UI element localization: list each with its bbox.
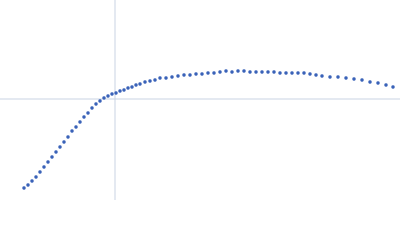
- chart: [0, 0, 400, 200]
- data-point: [66, 135, 70, 139]
- data-point: [278, 71, 282, 75]
- data-point: [106, 94, 110, 98]
- data-point: [42, 165, 46, 169]
- data-point: [110, 92, 114, 96]
- data-point: [143, 80, 147, 84]
- data-point: [134, 83, 138, 87]
- data-point: [153, 78, 157, 82]
- data-point: [302, 71, 306, 75]
- data-point: [230, 70, 234, 74]
- data-point: [352, 77, 356, 81]
- data-point: [114, 91, 118, 95]
- data-point: [284, 71, 288, 75]
- data-point: [266, 70, 270, 74]
- data-point: [224, 69, 228, 73]
- data-point: [272, 70, 276, 74]
- data-point: [26, 183, 30, 187]
- data-point: [320, 74, 324, 78]
- data-point: [194, 72, 198, 76]
- data-point: [314, 73, 318, 77]
- data-point: [58, 145, 62, 149]
- data-point: [206, 71, 210, 75]
- data-point: [74, 125, 78, 129]
- data-point: [236, 69, 240, 73]
- data-point: [82, 115, 86, 119]
- data-point: [164, 76, 168, 80]
- data-point: [38, 170, 42, 174]
- data-point: [248, 70, 252, 74]
- data-point: [212, 71, 216, 75]
- data-point: [138, 82, 142, 86]
- data-point: [62, 140, 66, 144]
- page: {"chart_data": {"type": "scatter", "colo…: [0, 0, 400, 200]
- data-point: [118, 89, 122, 93]
- data-point: [376, 81, 380, 85]
- data-point: [384, 83, 388, 87]
- data-point: [158, 76, 162, 80]
- data-point: [182, 73, 186, 77]
- data-point: [218, 70, 222, 74]
- data-point: [70, 129, 74, 133]
- data-point: [86, 111, 90, 115]
- data-point: [148, 79, 152, 83]
- data-point: [296, 71, 300, 75]
- data-point: [176, 74, 180, 78]
- data-point: [102, 96, 106, 100]
- data-point: [54, 150, 58, 154]
- data-point: [308, 72, 312, 76]
- data-point: [98, 99, 102, 103]
- data-point: [344, 76, 348, 80]
- data-point: [260, 70, 264, 74]
- data-point: [78, 120, 82, 124]
- data-point: [290, 71, 294, 75]
- data-point: [94, 102, 98, 106]
- data-point: [391, 85, 395, 89]
- data-point: [200, 72, 204, 76]
- data-point: [360, 78, 364, 82]
- data-point: [130, 85, 134, 89]
- data-point: [34, 175, 38, 179]
- data-point: [46, 160, 50, 164]
- data-point: [22, 186, 26, 190]
- data-point: [126, 86, 130, 90]
- data-point: [242, 69, 246, 73]
- data-point: [50, 155, 54, 159]
- data-point: [170, 75, 174, 79]
- data-point: [328, 75, 332, 79]
- data-point: [254, 70, 258, 74]
- data-point: [90, 106, 94, 110]
- data-point: [336, 75, 340, 79]
- data-point: [30, 179, 34, 183]
- data-point: [122, 88, 126, 92]
- data-point: [368, 80, 372, 84]
- data-point: [188, 73, 192, 77]
